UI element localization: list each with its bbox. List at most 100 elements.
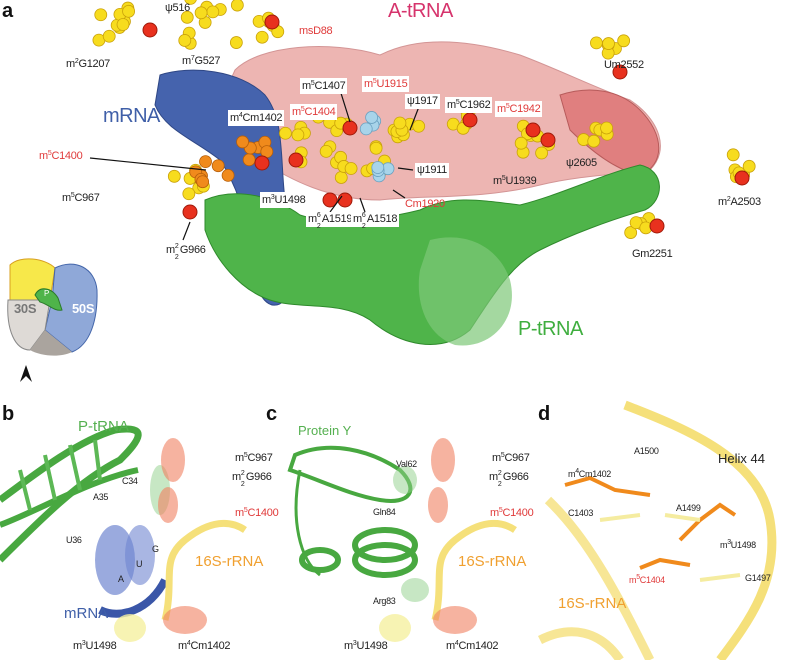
nucleotide-sphere-clusters [92,0,756,239]
modified-atom-sphere [342,120,358,136]
sphere [412,119,426,133]
label-pre: ψ1911 [417,164,447,176]
sphere [371,161,385,174]
modified-atom-sphere [182,204,198,220]
label-pre: G1497 [745,573,771,583]
panel-a-label-psi1917: ψ1917 [405,94,440,109]
label-sup: 7 [190,55,195,62]
label-post: G966 [179,244,206,256]
sphere [196,175,210,189]
sphere [334,171,348,184]
label-sup: 4 [238,112,243,119]
label-pre: Um2552 [604,59,644,71]
modified-atom-sphere [612,64,628,80]
panel-c-label-m3u1498: m3U1498 [344,640,388,652]
panel-d-label-m4cm1402: m4Cm1402 [568,468,611,479]
label-sup: 3 [270,194,275,201]
sphere [182,187,196,201]
panel-a-label-m5c1962: m5C1962 [445,97,493,113]
panel-b-label-a35: A35 [93,493,108,502]
c-protein-y-title: Protein Y [298,423,352,438]
label-post: C1962 [459,99,491,111]
b-16s-rrna-title: 16S-rRNA [195,553,264,570]
panel-d-label-m5c1404: m5C1404 [629,574,665,585]
panel-a-label-m5c1400: m5C1400 [39,150,83,162]
label-sup: 5 [310,80,315,87]
modified-atom-sphere [649,218,665,234]
label-pre: m [493,175,502,187]
label-pre: m [344,640,353,652]
label-post: Cm1402 [458,640,499,652]
modified-atom-sphere [254,155,270,171]
p-trna-surface [204,164,660,346]
label-pre: m [568,469,576,479]
panel-b-label-m5c1400: m5C1400 [235,507,279,519]
label-arrows [89,89,421,241]
panel-d-label-c1403: C1403 [568,509,593,518]
label-sup: 5 [498,507,503,514]
label-post: C1942 [509,103,541,115]
label-pre: Gm2251 [632,248,673,260]
sphere [206,5,220,19]
panel-a-label-m62a1518: m 6 2 A1518 [351,212,400,230]
panel-b-label-u: U [136,560,143,569]
label-sup: 5 [300,106,305,113]
label-post: U1498 [356,640,388,652]
modified-atom-sphere [264,14,280,30]
label-pre: msD88 [299,25,333,37]
sphere [602,37,615,50]
panel-d-label-m3u1498: m3U1498 [720,539,756,550]
sphere [102,29,116,43]
label-pre: m [720,540,728,550]
label-post: U1498 [730,540,756,550]
label-pre: m [302,80,311,92]
modified-atom-sphere [142,22,158,38]
label-post: U1915 [376,78,408,90]
panel-a-label-m5u1915: m5U1915 [362,76,410,92]
mrna-title: mRNA [103,105,160,127]
label-sup: 3 [727,539,731,546]
label-pre: m [629,575,637,585]
label-post: Cm1402 [578,469,612,479]
sphere [590,36,603,50]
panel-c-label-gln84: Gln84 [373,508,396,517]
label-post: C1404 [304,106,336,118]
sphere [194,6,208,20]
panel-b-label-c34: C34 [122,477,138,486]
sphere [211,159,225,173]
panel-a-label-msd88: msD88 [299,25,333,37]
label-post: C967 [504,452,530,464]
label-sup: 5 [455,99,460,106]
panel-b-label-u36: U36 [66,536,82,545]
panel-label-a: a [2,0,14,22]
label-pre: m [66,58,75,70]
label-sub: 2 [174,254,179,261]
label-pre: m [492,452,501,464]
sphere [344,162,358,175]
modified-atom-sphere [525,122,541,138]
panel-a-label-psi516: ψ516 [165,3,190,14]
sphere [600,121,613,135]
label-post: C1400 [51,150,83,162]
label-sup: 5 [505,103,510,110]
label-pre: A1499 [676,503,701,513]
p-trna-title: P-tRNA [518,318,583,340]
label-pre: m [73,640,82,652]
label-pre: ψ1917 [407,95,438,107]
label-sup: 2 [726,196,731,203]
panel-b-label-g: G [152,545,159,554]
sphere [236,135,249,149]
label-sup: 2 [174,243,179,250]
panel-c-label-m5c967: m5C967 [492,452,530,464]
label-post: G527 [194,55,221,67]
panel-c-label-m22g966: m 2 2 G966 [489,470,529,488]
sphere [393,116,407,130]
label-pre: m [497,103,506,115]
sphere [255,30,269,44]
modified-atom-sphere [322,192,338,208]
panel-a-label-m4cm1402: m4Cm1402 [228,110,285,126]
label-sup: 5 [636,574,640,581]
panel-a-label-m5u1939: m5U1939 [493,175,537,187]
